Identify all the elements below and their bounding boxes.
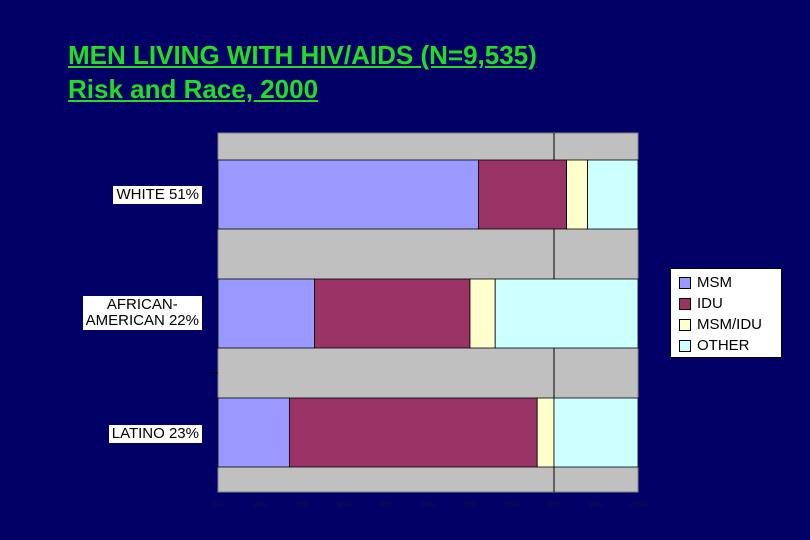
category-label-line: AMERICAN 22%: [85, 312, 199, 329]
legend-item-idu: IDU: [679, 293, 781, 314]
x-tick-label-1: 10%: [253, 502, 267, 509]
category-label-line: WHITE 51%: [116, 186, 199, 203]
bar-idu-latino-23: [288, 397, 538, 468]
legend-label-msm-idu: MSM/IDU: [697, 316, 762, 333]
legend-item-other: OTHER: [679, 335, 781, 356]
legend-label-msm: MSM: [697, 274, 732, 291]
legend-label-idu: IDU: [697, 295, 723, 312]
bar-msm-idu-latino-23: [536, 397, 555, 468]
chart-title: MEN LIVING WITH HIV/AIDS (N=9,535) Risk …: [68, 38, 537, 106]
x-tick-label-9: 90%: [589, 502, 603, 509]
legend-swatch-msm-idu: [679, 318, 691, 331]
bar-other-latino-23: [553, 397, 639, 468]
legend-item-msm-idu: MSM/IDU: [679, 314, 781, 335]
category-label-latino-23: LATINO 23%: [108, 425, 202, 443]
bar-idu-african-american-22: [314, 278, 471, 349]
bar-msm-idu-white-51: [566, 159, 588, 230]
x-tick-label-6: 60%: [463, 502, 477, 509]
x-tick-label-7: 70%: [505, 502, 519, 509]
legend-swatch-msm: [679, 276, 691, 289]
bar-other-african-american-22: [494, 278, 639, 349]
bar-msm-african-american-22: [217, 278, 315, 349]
x-tick-label-2: 20%: [295, 502, 309, 509]
x-tick-label-4: 40%: [379, 502, 393, 509]
legend-label-other: OTHER: [697, 337, 750, 354]
bar-other-white-51: [587, 159, 639, 230]
x-tick-label-10: 100%: [629, 502, 647, 509]
category-label-line: LATINO 23%: [111, 425, 199, 442]
x-tick-label-8: 80%: [547, 502, 561, 509]
category-label-white-51: WHITE 51%: [113, 186, 202, 204]
bar-msm-idu-african-american-22: [469, 278, 496, 349]
legend: MSM IDU MSM/IDU OTHER: [670, 268, 782, 358]
legend-swatch-idu: [679, 297, 691, 310]
title-line-2: Risk and Race, 2000: [68, 74, 319, 104]
title-line-1: MEN LIVING WITH HIV/AIDS (N=9,535): [68, 40, 537, 70]
x-tick-label-5: 50%: [421, 502, 435, 509]
bar-msm-white-51: [217, 159, 479, 230]
legend-swatch-other: [679, 339, 691, 352]
bar-idu-white-51: [477, 159, 567, 230]
legend-item-msm: MSM: [679, 272, 781, 293]
x-tick-label-0: 0%: [213, 502, 223, 509]
x-tick-label-3: 30%: [337, 502, 351, 509]
category-label-line: AFRICAN-: [106, 296, 178, 313]
category-label-african-american-22: AFRICAN- AMERICAN 22%: [82, 296, 202, 330]
bar-msm-latino-23: [217, 397, 290, 468]
